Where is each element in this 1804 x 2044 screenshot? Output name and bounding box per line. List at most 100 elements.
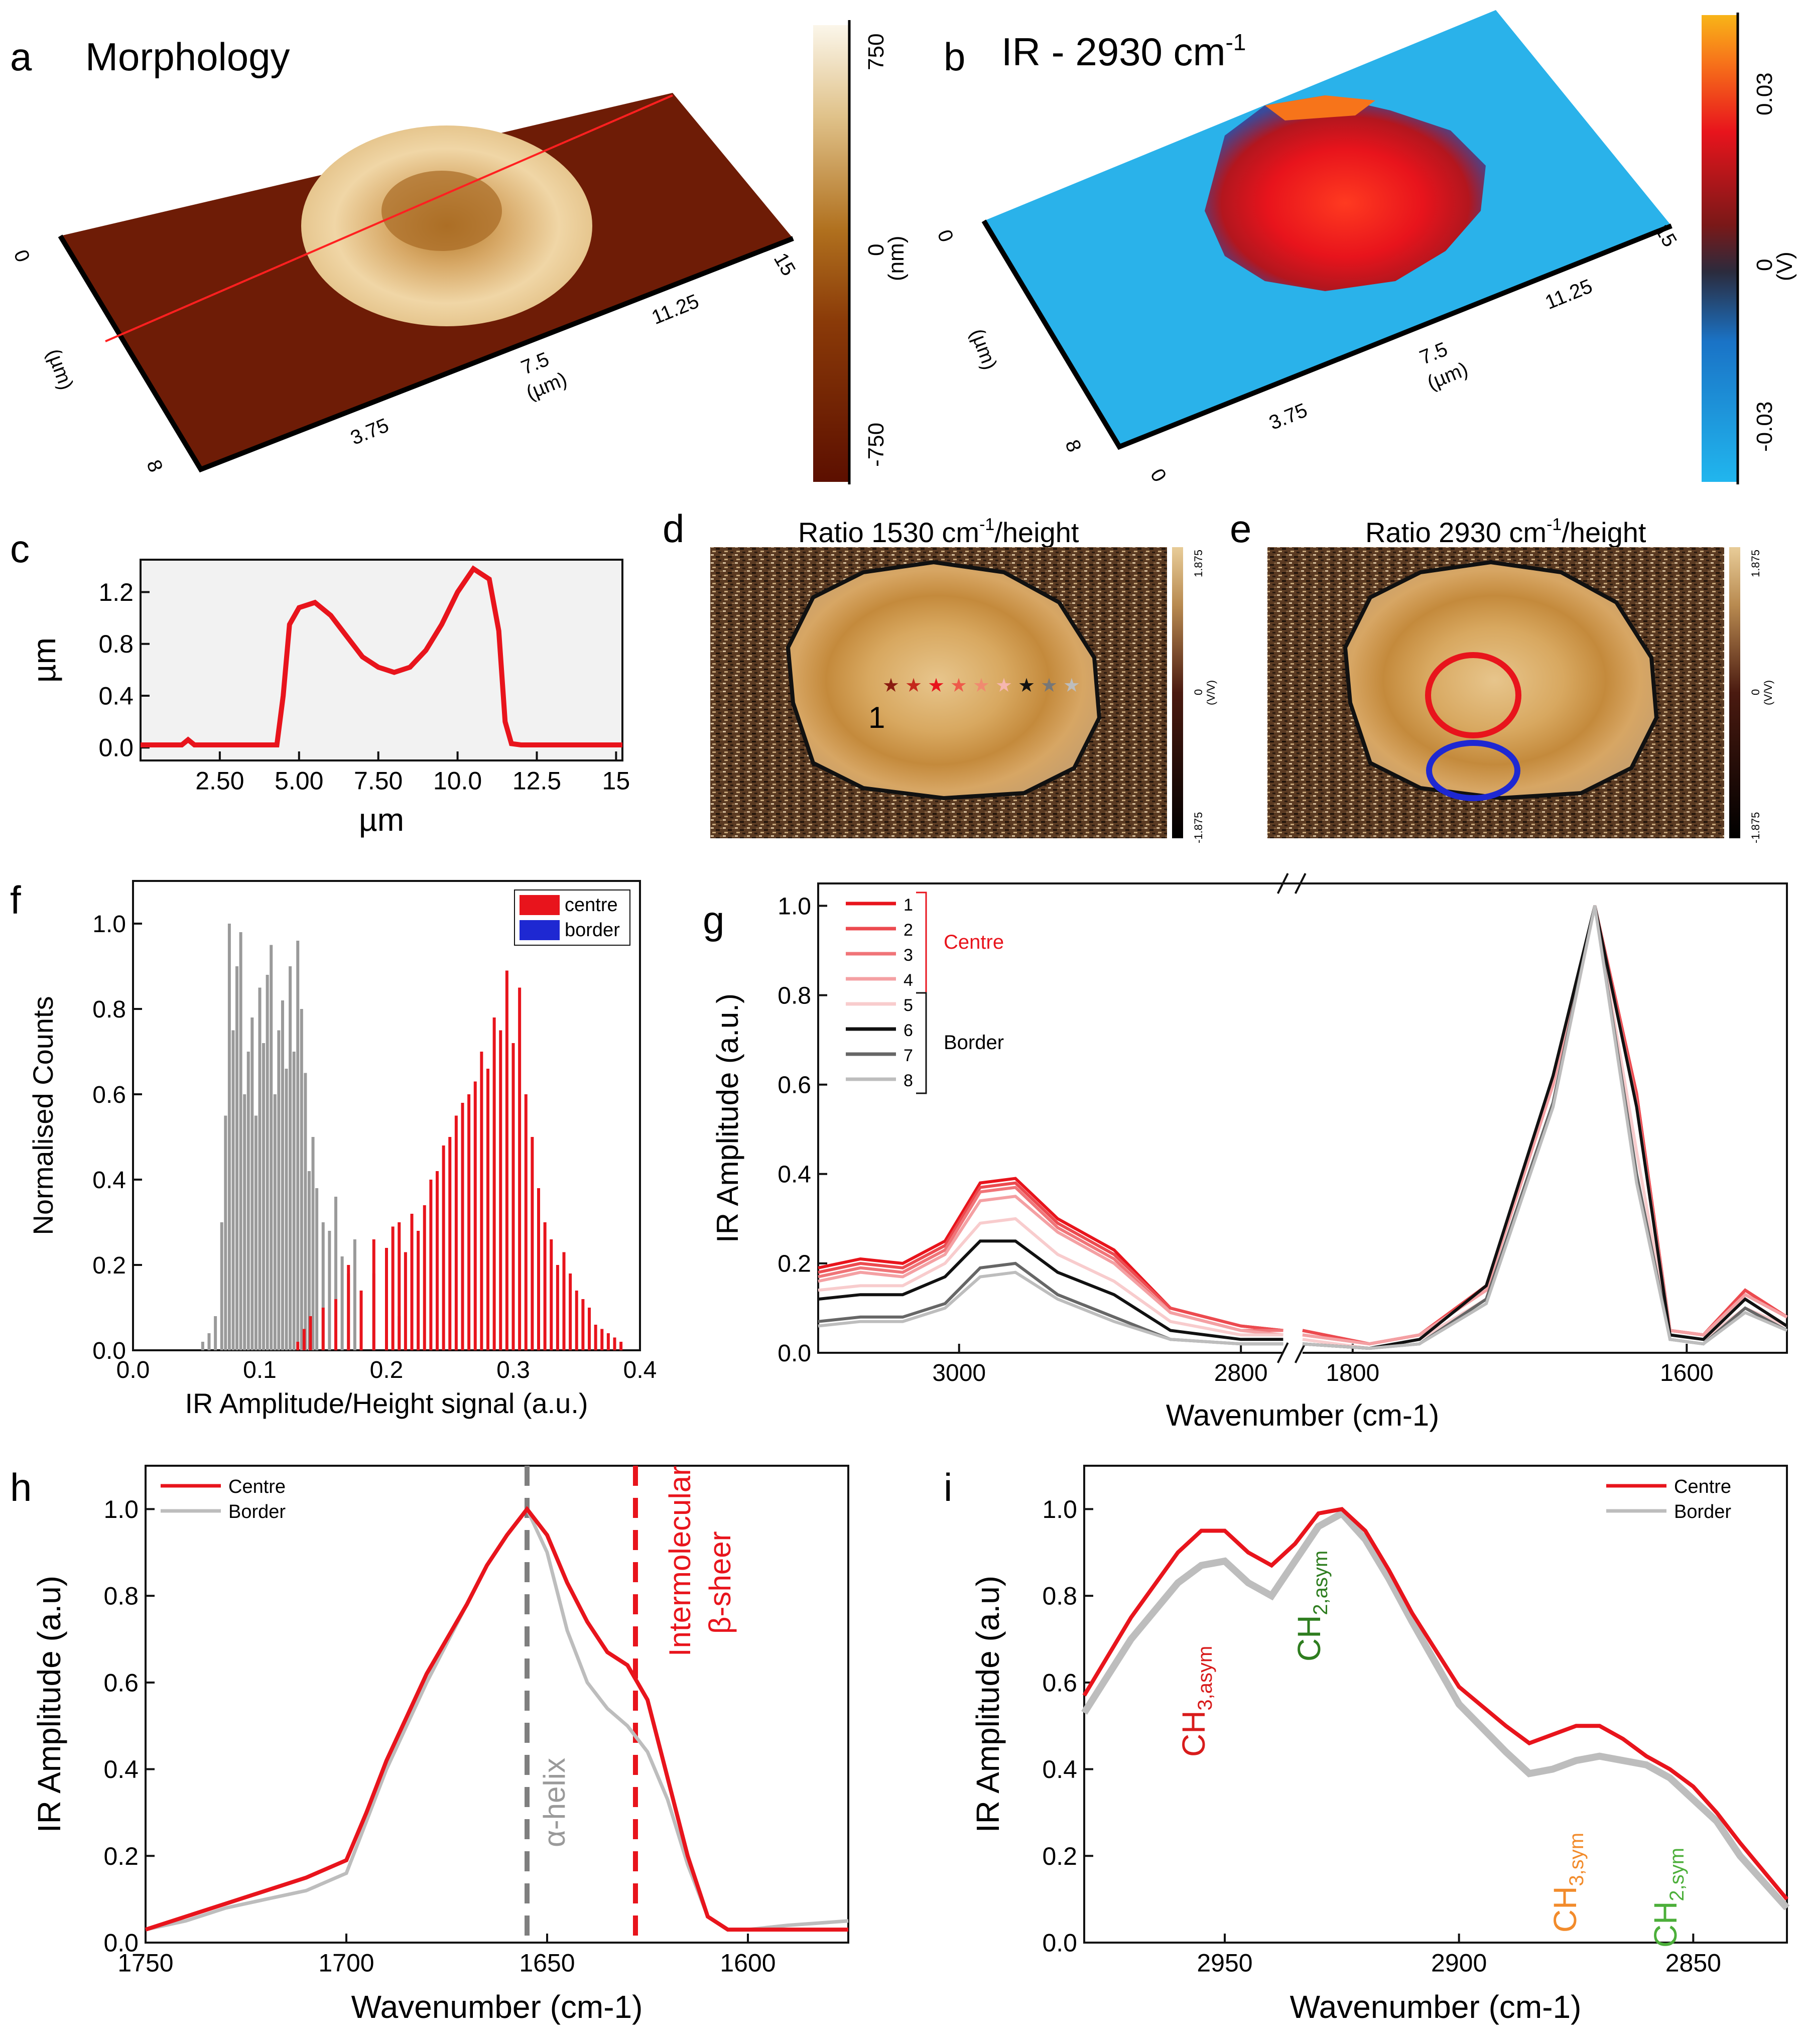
g-y-tick-label: 0.8: [778, 982, 811, 1009]
g-legend-group-border: Border: [944, 1032, 1004, 1054]
g-x-axis-label: Wavenumber (cm-1): [1166, 1398, 1440, 1432]
g-legend-group-centre: Centre: [944, 931, 1004, 953]
g-legend-label-3: 3: [904, 946, 913, 965]
g-legend-label-4: 4: [904, 971, 913, 990]
e-cell: [1343, 560, 1659, 801]
f-y-tick-label: 0.0: [92, 1338, 126, 1364]
a-x-tick-11.25: 11.25: [649, 290, 702, 329]
panel-letter-a: a: [10, 35, 32, 79]
f-bar-centre: [461, 1103, 464, 1350]
panel-letter-e: e: [1230, 506, 1251, 551]
b-y-unit: (µm): [966, 326, 1001, 372]
panel-letter-g: g: [703, 898, 724, 942]
a-y-unit: (µm): [43, 346, 78, 393]
i-y-tick-label: 0.8: [1042, 1582, 1077, 1610]
h-legend-label-Border: Border: [228, 1501, 286, 1522]
f-legend-swatch-centre: [520, 895, 560, 915]
g-y-tick-label: 0.4: [778, 1162, 811, 1188]
f-bar-centre: [543, 1222, 547, 1350]
panel-a: a Morphology 0 (µm) 8 3.75 7.5 (µm) 11.2…: [10, 20, 909, 484]
g-series-4-seg1: [818, 1195, 1283, 1337]
c-y-tick-label: 0.8: [98, 630, 134, 658]
f-bar-centre: [480, 1052, 483, 1350]
f-bar-centre: [385, 1248, 388, 1350]
i-x-tick-label: 2900: [1431, 1949, 1487, 1977]
f-bar-centre: [372, 1239, 375, 1350]
c-y-tick-label: 1.2: [98, 578, 134, 606]
f-bar-border: [281, 1000, 284, 1350]
e-cbar-unit: (V/V): [1762, 680, 1774, 705]
b-cbar-tick-neg0.03: -0.03: [1752, 402, 1777, 452]
f-bar-centre: [569, 1273, 572, 1350]
g-legend-label-1: 1: [904, 896, 913, 915]
i-x-axis-label: Wavenumber (cm-1): [1290, 1989, 1582, 2025]
d-star-marker-6: ★: [995, 675, 1012, 696]
f-bar-centre: [417, 1231, 420, 1350]
f-bar-centre: [486, 1069, 489, 1350]
f-bar-centre: [600, 1329, 604, 1350]
f-bar-border: [270, 945, 273, 1350]
f-bar-centre: [518, 987, 522, 1350]
g-axis-break-mark: [1294, 873, 1307, 894]
e-centre-roi: [1425, 652, 1521, 738]
f-bar-centre: [511, 1043, 515, 1350]
g-series-8-seg1: [818, 1270, 1283, 1346]
g-series-6-seg1: [818, 1239, 1283, 1341]
b-x-tick-11.25: 11.25: [1542, 275, 1596, 314]
h-series-Border: [145, 1505, 849, 1932]
h-y-tick-label: 0.4: [103, 1755, 139, 1783]
c-x-tick-label: 10.0: [433, 767, 482, 795]
h-x-tick-label: 1750: [117, 1949, 173, 1977]
b-x-tick-3.75: 3.75: [1266, 399, 1311, 434]
b-x-tick-7.5: 7.5: [1416, 338, 1451, 369]
f-bar-centre: [619, 1342, 623, 1350]
e-border-roi: [1426, 740, 1520, 801]
i-legend-label-Border: Border: [1674, 1501, 1731, 1522]
f-bar-border: [250, 1017, 254, 1350]
f-bar-centre: [398, 1222, 401, 1350]
g-axis-break-mark: [1276, 873, 1289, 894]
f-x-tick-label: 0.3: [496, 1357, 530, 1383]
i-series-Border: [1081, 1509, 1790, 1910]
g-legend-label-6: 6: [904, 1021, 913, 1040]
g-x-tick-label: 1600: [1660, 1360, 1714, 1386]
f-bar-centre: [309, 1316, 312, 1350]
f-bar-centre: [359, 1291, 363, 1350]
e-colorbar: [1729, 547, 1740, 838]
g-series-5-seg1: [818, 1217, 1283, 1337]
d-star-marker-3: ★: [928, 675, 945, 696]
f-bar-border: [214, 1316, 217, 1350]
c-x-tick-label: 12.5: [512, 767, 561, 795]
i-y-tick-label: 0.4: [1042, 1755, 1077, 1783]
e-cbar-tick-top: 1.875: [1749, 550, 1762, 577]
h-plot-frame: [145, 1465, 849, 1944]
f-x-tick-label: 0.1: [243, 1357, 277, 1383]
f-bar-centre: [391, 1226, 395, 1350]
f-bar-border: [300, 1009, 303, 1350]
f-bar-border: [315, 1188, 319, 1350]
f-bar-centre: [594, 1325, 597, 1350]
afm-profile-line: [105, 94, 673, 342]
panel-b-title: IR - 2930 cm-1: [1001, 29, 1246, 74]
a-cbar-tick-neg750: -750: [864, 423, 888, 467]
ir-cell: [1205, 95, 1486, 291]
f-bar-centre: [442, 1145, 445, 1350]
g-legend-bracket-border: [916, 992, 927, 1094]
panel-d: d Ratio 1530 cm-1/height ★ ★ ★ ★ ★ ★ ★ ★ ★ 1 1.8…: [663, 506, 1217, 843]
g-y-tick-label: 0.6: [778, 1072, 811, 1099]
b-colorbar: [1702, 15, 1737, 482]
a-cbar-tick-0: 0: [864, 244, 888, 256]
i-annot-ch2-sym: CH2,sym: [1647, 1848, 1688, 1948]
h-x-tick-label: 1700: [318, 1949, 374, 1977]
f-y-axis-label: Normalised Counts: [27, 996, 59, 1235]
h-y-tick-label: 1.0: [103, 1495, 139, 1523]
f-bar-border: [254, 1115, 257, 1350]
f-bar-centre: [454, 1115, 458, 1350]
i-y-tick-label: 1.0: [1042, 1495, 1077, 1523]
ir-cell-edge-top: [1265, 95, 1375, 120]
chart-h: 0.0 0.2 0.4 0.6 0.8 1.0 1750 1700 1650 1600 Wavenu…: [31, 1465, 849, 2025]
f-x-tick-label: 0.4: [623, 1357, 657, 1383]
f-bar-centre: [334, 1299, 337, 1350]
a-cbar-tick-750: 750: [864, 34, 888, 70]
g-legend-label-8: 8: [904, 1071, 913, 1090]
